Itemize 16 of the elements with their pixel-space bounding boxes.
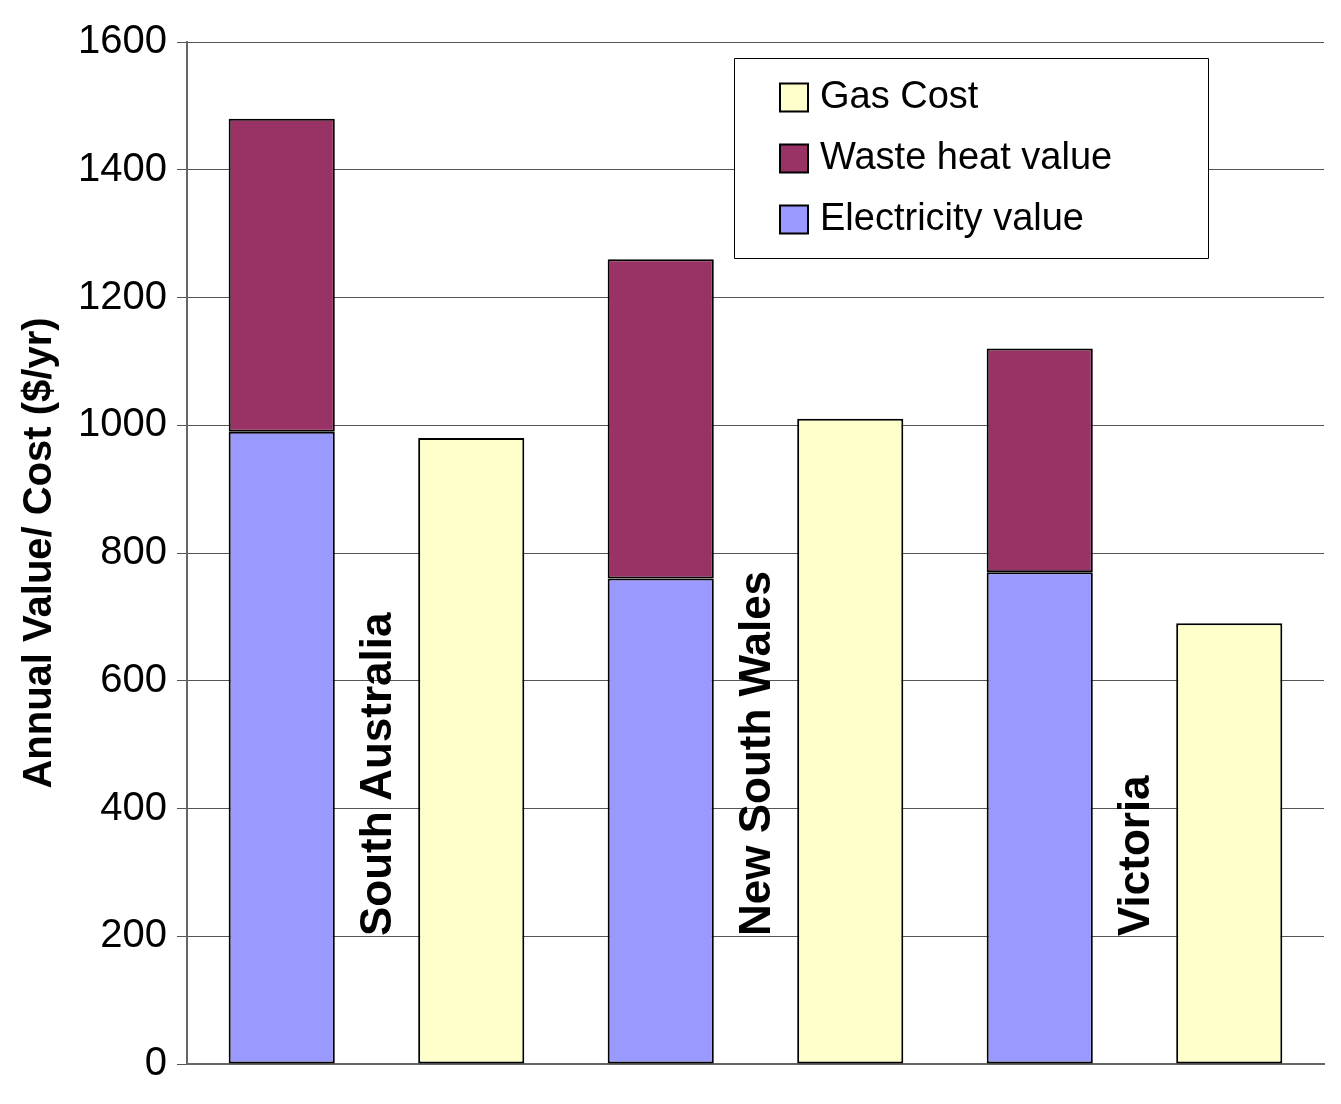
y-tick-label: 400 (100, 783, 167, 828)
x-tick-label: Victoria (1109, 775, 1160, 936)
legend-label: Waste heat value (820, 134, 1113, 177)
y-tick-label: 1000 (78, 400, 167, 445)
legend-label: Electricity value (820, 195, 1084, 238)
y-tick-label: 1400 (78, 144, 167, 189)
y-tick-label: 800 (100, 528, 167, 573)
legend-label: Gas Cost (820, 73, 979, 116)
x-tick-label: South Australia (351, 612, 402, 936)
y-tick-label: 600 (100, 655, 167, 700)
x-tick-label: New South Wales (730, 570, 781, 936)
y-tick-label: 1600 (78, 17, 167, 62)
y-tick-label: 0 (144, 1039, 167, 1084)
y-axis-title: Annual Value/ Cost ($/yr) (15, 317, 60, 789)
y-tick-label: 1200 (78, 272, 167, 317)
y-tick-label: 200 (100, 911, 167, 956)
